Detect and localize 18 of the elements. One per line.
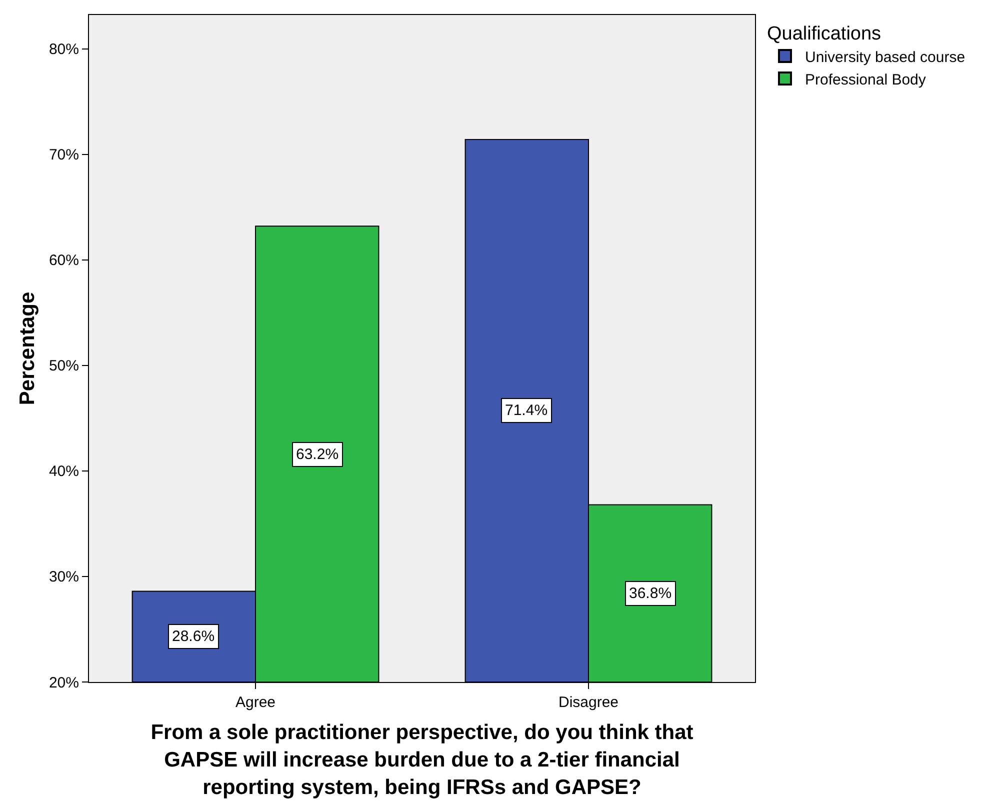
x-tick-label: Agree — [235, 694, 276, 711]
y-tick-label: 40% — [48, 463, 79, 480]
y-tick-label: 20% — [48, 674, 79, 692]
y-tick-label: 80% — [48, 41, 79, 58]
y-tick-label: 30% — [48, 568, 79, 586]
x-tick-label: Disagree — [558, 694, 619, 711]
data-label: 28.6% — [172, 628, 215, 645]
data-label: 63.2% — [296, 446, 339, 463]
legend-label: University based course — [804, 48, 966, 66]
legend-title: Qualifications — [766, 24, 882, 45]
legend-label: Professional Body — [804, 71, 926, 88]
data-label: 36.8% — [629, 585, 672, 602]
y-tick-label: 60% — [48, 252, 79, 270]
x-axis-title: From a sole practitioner perspective, do you think that GAPSE will increase burden due to a 2-tier financial reporting system, being IFRSs and GAPSE? — [150, 721, 694, 799]
y-tick-label: 50% — [48, 358, 79, 375]
y-axis-title: Percentage — [16, 292, 40, 406]
data-label: 71.4% — [505, 402, 548, 419]
y-tick-label: 70% — [48, 146, 79, 164]
